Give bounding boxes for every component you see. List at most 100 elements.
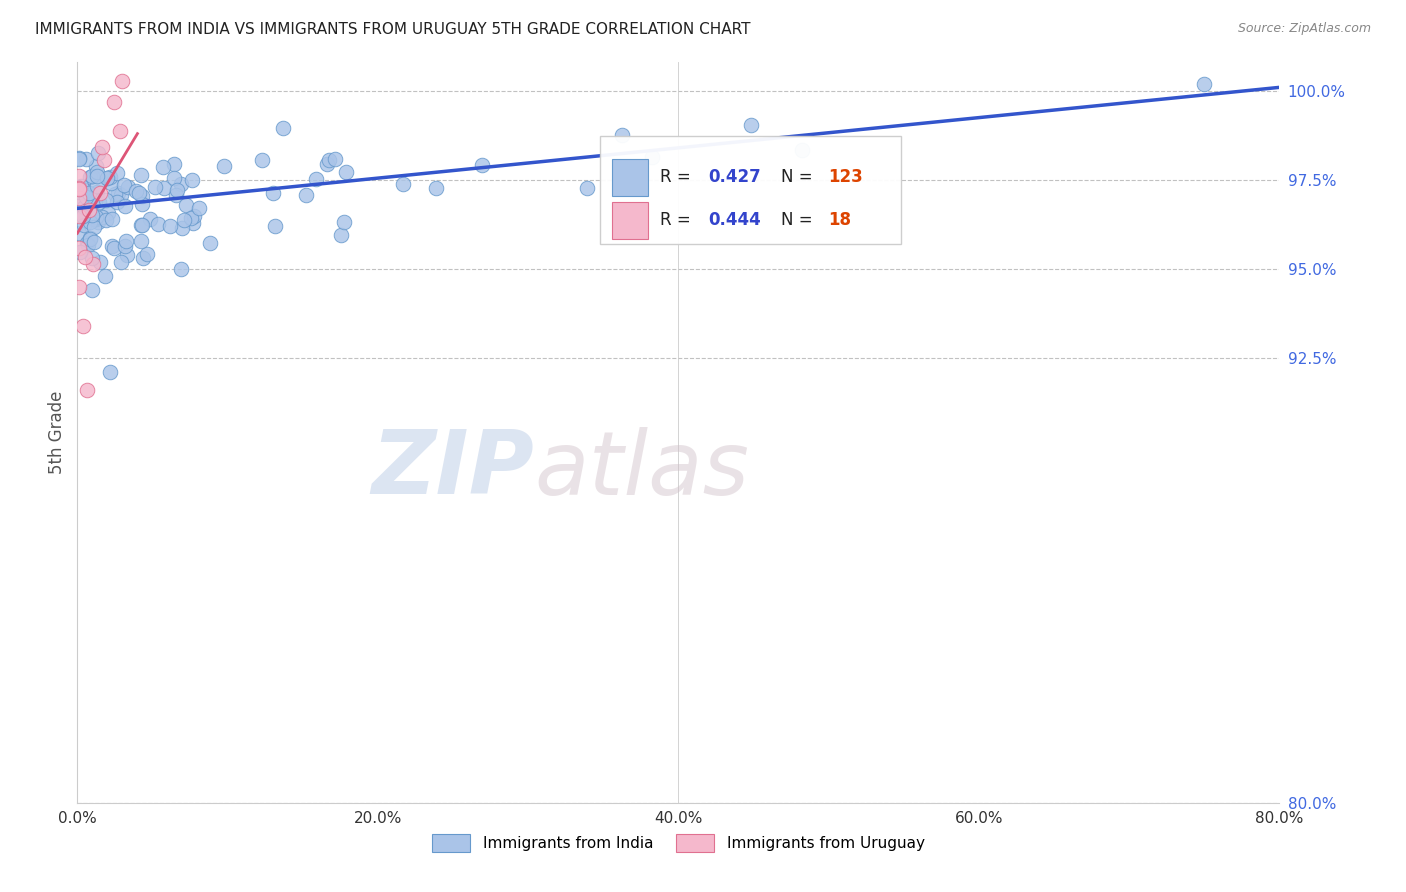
Text: N =: N = [780,169,817,186]
Point [75,190,97,204]
Text: 0.444: 0.444 [709,211,761,229]
Point [180,211,202,225]
Point [107,186,129,201]
Text: 0.427: 0.427 [709,169,761,186]
Point [110,188,132,202]
Point [69,245,91,260]
Point [67,181,90,195]
FancyBboxPatch shape [612,159,648,195]
Point [105,194,128,209]
Point [69,226,91,240]
Point [131,196,153,211]
Point [70,178,93,193]
Point [103,241,125,255]
Point [165,187,187,202]
Point [792,143,814,157]
Point [72,219,94,233]
Text: 123: 123 [828,169,863,186]
Point [100,212,122,227]
Point [610,128,633,142]
Point [1194,77,1216,91]
Point [305,172,328,186]
Point [72,209,94,223]
Point [136,247,159,261]
Point [87,215,110,229]
Point [173,213,195,227]
Point [128,186,150,201]
Point [112,178,135,192]
Point [77,186,100,200]
Point [73,182,96,196]
Point [89,254,111,268]
Point [323,152,346,166]
Point [166,183,188,197]
Point [84,210,107,224]
Point [181,216,204,230]
Point [72,318,94,333]
Point [86,169,108,183]
Point [153,180,176,194]
Point [143,179,166,194]
Point [93,268,115,283]
Point [159,219,181,233]
Legend: Immigrants from India, Immigrants from Uruguay: Immigrants from India, Immigrants from U… [426,829,931,858]
Point [76,238,98,252]
Point [114,239,136,253]
Point [108,124,131,138]
Point [91,210,114,224]
Point [67,153,90,167]
Point [163,170,186,185]
Point [273,121,295,136]
Point [79,169,101,184]
Point [83,194,105,208]
Point [67,152,90,166]
Point [98,170,121,185]
Point [84,159,107,173]
Point [131,218,153,232]
Point [187,202,209,216]
Point [86,186,108,200]
Point [294,188,316,202]
Point [101,239,124,253]
Point [79,202,101,217]
Text: 18: 18 [828,211,852,229]
Point [170,261,193,276]
Text: atlas: atlas [534,426,749,513]
Point [114,199,136,213]
Point [100,177,122,191]
Point [82,283,104,297]
Point [111,74,134,88]
Point [75,152,97,166]
Text: R =: R = [661,169,696,186]
Point [82,251,104,265]
Point [83,211,105,226]
Point [333,215,356,229]
Point [138,212,160,227]
Point [129,168,152,182]
Point [180,173,202,187]
Point [80,208,103,222]
Y-axis label: 5th Grade: 5th Grade [48,391,66,475]
Text: N =: N = [780,211,817,229]
Point [115,234,138,248]
Point [91,140,114,154]
Point [79,231,101,245]
Point [76,235,98,250]
FancyBboxPatch shape [600,136,901,244]
Point [94,193,117,207]
Point [67,209,90,223]
Point [641,150,664,164]
Point [67,182,90,196]
Point [86,165,108,179]
Text: IMMIGRANTS FROM INDIA VS IMMIGRANTS FROM URUGUAY 5TH GRADE CORRELATION CHART: IMMIGRANTS FROM INDIA VS IMMIGRANTS FROM… [35,22,751,37]
Point [87,146,110,161]
Point [152,160,174,174]
Point [86,179,108,194]
Point [76,383,98,397]
Point [330,228,353,243]
Point [82,188,104,202]
Point [132,251,155,265]
Point [131,189,153,203]
Point [335,165,357,179]
Point [315,157,337,171]
